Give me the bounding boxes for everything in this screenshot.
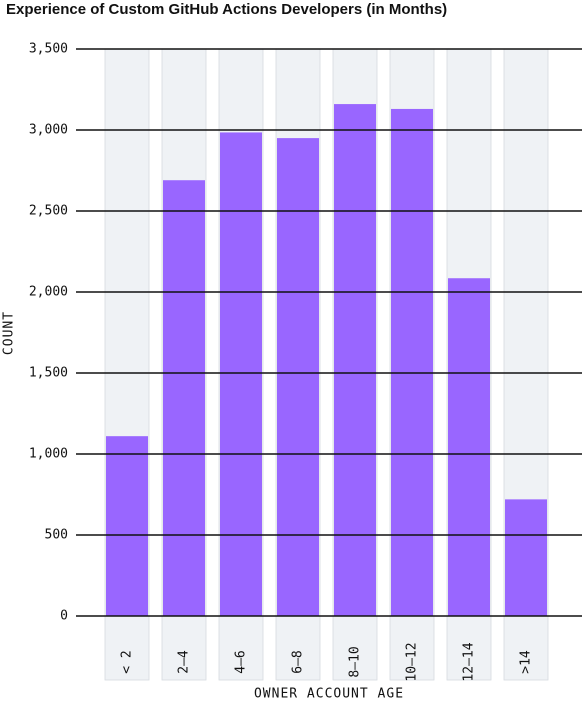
bar [163,180,205,616]
bar [448,278,490,616]
x-tick-label: >14 [519,650,534,674]
y-tick-label: 2,500 [29,204,68,219]
bar [391,108,433,616]
bar [334,104,376,616]
bar [277,138,319,616]
y-tick-label: 0 [60,609,68,624]
x-tick-label: 10–12 [405,642,420,681]
y-tick-label: 1,000 [29,447,68,462]
bar [505,499,547,616]
chart-title: Experience of Custom GitHub Actions Deve… [6,1,447,18]
y-tick-label: 3,000 [29,123,68,138]
y-tick-label: 2,000 [29,285,68,300]
bar [106,436,148,616]
y-tick-label: 500 [45,528,68,543]
y-axis-label: COUNT [2,311,17,355]
x-tick-label: 2–4 [177,650,192,674]
x-tick-label: 8–10 [348,646,363,677]
x-axis-label: OWNER ACCOUNT AGE [254,687,404,702]
x-tick-label: 6–8 [291,650,306,673]
y-tick-label: 3,500 [29,42,68,57]
bar [220,132,262,616]
x-tick-label: 4–6 [234,650,249,673]
x-tick-label: 12–14 [462,642,477,681]
x-tick-label: < 2 [120,650,135,673]
y-tick-label: 1,500 [29,366,68,381]
